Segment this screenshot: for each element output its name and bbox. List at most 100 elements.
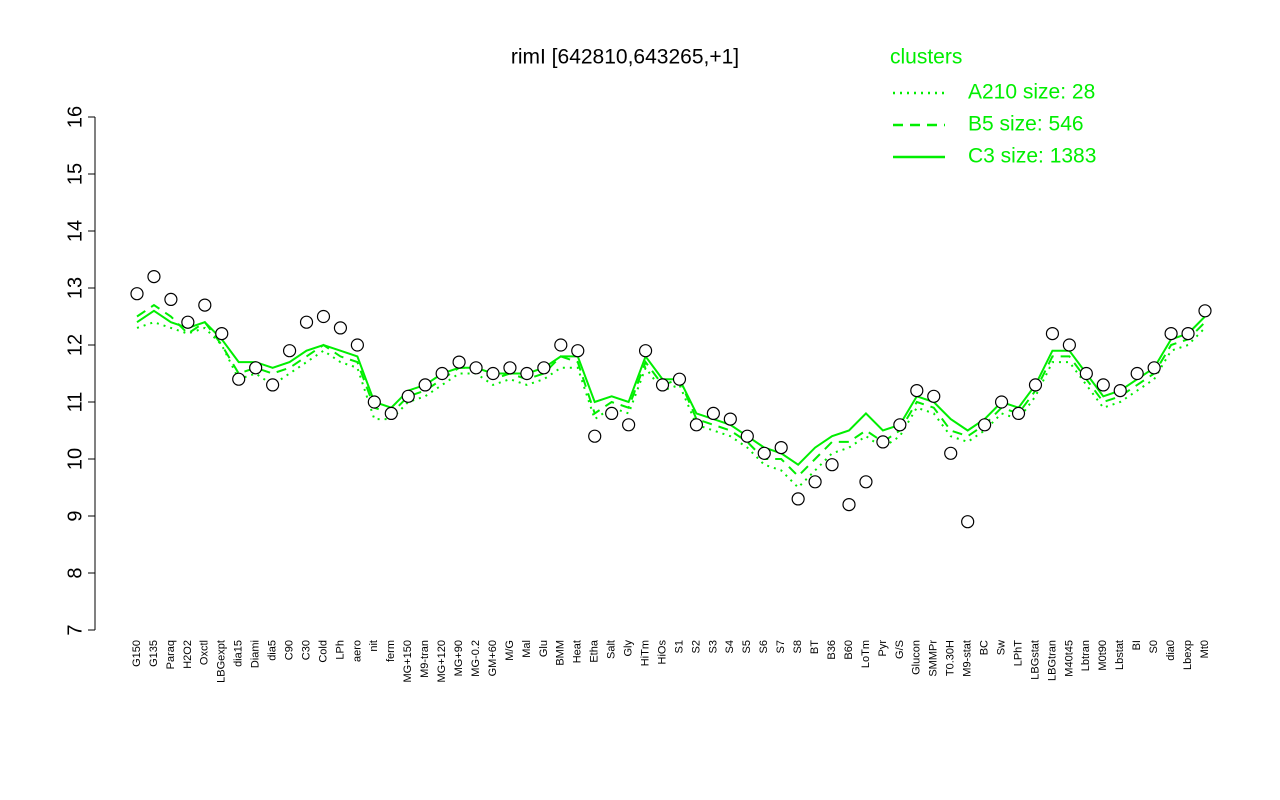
x-tick-label: Mt0 xyxy=(1199,640,1211,658)
point xyxy=(469,361,483,375)
y-tick-label: 16 xyxy=(64,106,86,128)
point xyxy=(164,292,178,306)
point xyxy=(435,366,449,381)
point xyxy=(672,372,687,386)
x-tick-label: C30 xyxy=(300,640,312,660)
x-tick-label: BMM xyxy=(555,640,567,666)
x-tick-label: C90 xyxy=(283,640,295,660)
x-tick-label: S5 xyxy=(741,640,753,653)
point xyxy=(1062,338,1076,352)
point xyxy=(367,395,381,409)
legend-label: B5 size: 546 xyxy=(968,113,1084,136)
y-tick-label: 15 xyxy=(64,163,86,185)
point xyxy=(1028,378,1043,392)
y-tick-label: 10 xyxy=(64,448,86,470)
x-tick-label: S2 xyxy=(690,640,702,653)
x-tick-label: LPh xyxy=(334,640,346,660)
x-tick-label: G135 xyxy=(148,640,160,667)
x-tick-label: M9-tran xyxy=(419,640,431,678)
point xyxy=(282,344,297,358)
point xyxy=(452,355,466,369)
x-tick-label: Gly xyxy=(623,640,635,657)
x-tick-label: BI xyxy=(1131,640,1143,650)
cluster-line xyxy=(136,303,1206,478)
point xyxy=(1113,384,1127,398)
x-tick-label: Glu xyxy=(538,640,550,657)
point xyxy=(232,372,246,386)
point xyxy=(1045,327,1060,341)
point xyxy=(825,458,839,472)
cluster-line xyxy=(136,309,1206,466)
y-tick-label: 12 xyxy=(64,334,86,356)
x-tick-label: Lbexp xyxy=(1182,640,1194,670)
y-tick-label: 11 xyxy=(64,392,86,413)
point xyxy=(1198,304,1212,318)
x-tick-label: S7 xyxy=(775,640,787,653)
point xyxy=(791,492,805,506)
x-tick-label: LPhT xyxy=(1012,640,1024,667)
point xyxy=(910,384,924,398)
x-tick-label: GM+60 xyxy=(487,640,499,676)
point xyxy=(859,475,873,489)
point xyxy=(638,344,653,358)
x-tick-label: Glucon xyxy=(911,640,923,675)
y-tick-label: 9 xyxy=(64,510,86,521)
y-tick-label: 13 xyxy=(64,277,86,299)
x-tick-label: MG+120 xyxy=(436,640,448,683)
point xyxy=(622,418,636,432)
chart-title: rimI [642810,643265,+1] xyxy=(511,46,739,69)
point xyxy=(130,287,144,301)
x-tick-label: HiOs xyxy=(656,640,668,665)
x-tick-label: S6 xyxy=(758,640,770,653)
y-tick-label: 8 xyxy=(64,567,86,578)
x-tick-label: BT xyxy=(809,640,821,654)
x-tick-label: SMMPr xyxy=(928,640,940,677)
x-tick-label: B60 xyxy=(843,640,855,660)
point xyxy=(401,389,415,403)
x-tick-label: S0 xyxy=(1148,640,1160,653)
x-tick-label: Oxctl xyxy=(199,640,211,665)
x-tick-label: S4 xyxy=(724,640,736,653)
x-tick-label: MG-0.2 xyxy=(470,640,482,677)
point xyxy=(655,378,670,392)
point xyxy=(757,446,771,460)
point xyxy=(808,475,822,489)
x-tick-label: S1 xyxy=(673,640,685,653)
point xyxy=(384,406,398,420)
point xyxy=(147,270,161,284)
point xyxy=(961,515,975,529)
x-tick-label: M9-stat xyxy=(962,640,974,677)
point xyxy=(333,321,348,335)
x-tick-label: M/G xyxy=(504,640,516,661)
point xyxy=(774,441,788,455)
point xyxy=(418,378,432,392)
x-tick-label: LoTm xyxy=(860,640,872,668)
point xyxy=(299,315,314,329)
x-tick-label: Lbtran xyxy=(1080,640,1092,671)
point xyxy=(1130,366,1144,381)
x-tick-label: S3 xyxy=(707,640,719,653)
x-tick-label: Salt xyxy=(606,640,618,659)
point xyxy=(503,361,517,375)
point xyxy=(249,361,263,375)
x-tick-label: dia0 xyxy=(1165,640,1177,661)
point xyxy=(1147,361,1161,375)
x-tick-label: B36 xyxy=(826,640,838,660)
x-tick-label: T0.30H xyxy=(945,640,957,676)
x-tick-label: M40t45 xyxy=(1063,640,1075,677)
x-tick-label: LBGtran xyxy=(1046,640,1058,681)
x-tick-label: G150 xyxy=(131,640,143,667)
point xyxy=(350,338,364,352)
point xyxy=(927,389,941,403)
point xyxy=(537,361,551,375)
point xyxy=(316,309,331,324)
y-tick-label: 7 xyxy=(64,624,86,635)
point xyxy=(893,418,907,432)
x-tick-label: Lbstat xyxy=(1114,640,1126,670)
point xyxy=(994,395,1009,409)
x-tick-label: MG+150 xyxy=(402,640,414,683)
x-tick-label: Heat xyxy=(572,640,584,663)
point xyxy=(520,366,534,381)
x-tick-label: HiTm xyxy=(639,640,651,666)
